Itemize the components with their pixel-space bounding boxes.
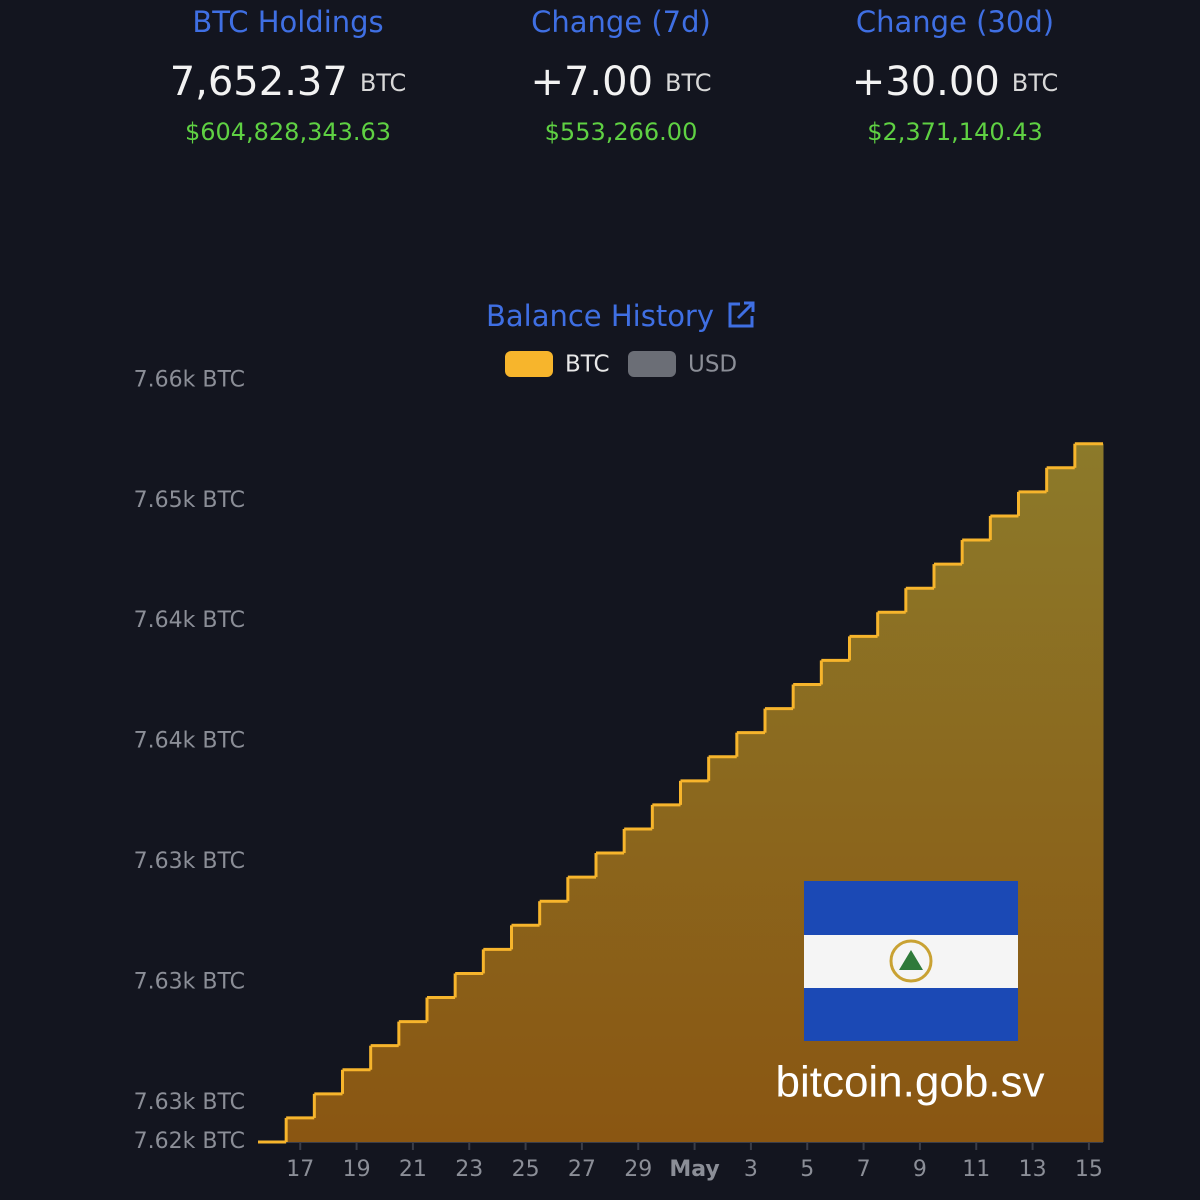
area-step [652,804,681,1142]
area-step [539,901,569,1142]
x-tick-label: 3 [744,1157,758,1182]
y-tick-label: 7.64k BTC [134,608,245,633]
x-tick-label: 5 [800,1157,814,1182]
unit: BTC [360,69,406,97]
area-step [427,997,456,1142]
area-step [596,853,625,1142]
stat-amount: 7,652.37 BTC [170,59,407,105]
stat-usd: $553,266.00 [545,118,698,146]
area-step [708,756,738,1142]
area-step [567,877,597,1142]
x-tick-label: 13 [1019,1157,1047,1182]
x-tick-label: 19 [343,1157,371,1182]
watermark: bitcoin.gob.sv [775,1058,1044,1107]
x-tick-label: 11 [962,1157,990,1182]
area-step [1046,467,1076,1142]
x-tick-label: 9 [913,1157,927,1182]
area-step [342,1069,372,1142]
x-tick-label: May [669,1157,719,1182]
stats-row: BTC Holdings 7,652.37 BTC $604,828,343.63 Ch… [170,5,1059,146]
amount: 7,652.37 [170,59,348,105]
amount: +30.00 [852,59,1000,105]
x-tick-label: 27 [568,1157,596,1182]
legend-swatch[interactable] [628,351,676,377]
external-link-icon[interactable] [728,301,755,328]
area-step [990,515,1019,1142]
area-step [314,1093,343,1142]
x-tick-label: 7 [857,1157,871,1182]
y-tick-label: 7.65k BTC [134,488,245,513]
x-tick-label: 15 [1075,1157,1103,1182]
stat-amount: +30.00 BTC [852,59,1059,105]
unit: BTC [665,69,711,97]
area-step [624,828,653,1142]
y-tick-label: 7.64k BTC [134,729,245,754]
legend-label[interactable]: USD [688,352,737,378]
legend-swatch[interactable] [505,351,553,377]
x-tick-label: 29 [624,1157,652,1182]
amount: +7.00 [530,59,653,105]
stat-amount: +7.00 BTC [530,59,711,105]
stat-usd: $2,371,140.43 [867,118,1043,146]
unit: BTC [1012,69,1058,97]
y-tick-label: 7.63k BTC [134,849,245,874]
area-step [962,540,991,1142]
area-step [905,588,935,1142]
area-step [370,1045,400,1142]
area-step [1018,491,1048,1142]
area-step [765,708,794,1142]
legend-label[interactable]: BTC [565,352,610,378]
area-step [286,1117,315,1142]
stat-usd: $604,828,343.63 [185,118,391,146]
area-step [680,780,710,1142]
area-step [455,973,484,1142]
plot-area: 7.62k BTC 7.63k BTC 7.63k BTC 7.63k BTC 7.64… [134,367,1104,1182]
y-tick-label: 7.66k BTC [134,367,245,392]
x-tick-label: 17 [286,1157,314,1182]
stat-label: Change (30d) [856,5,1054,39]
x-tick-label: 23 [455,1157,483,1182]
area-step [934,564,963,1142]
area-step [511,925,541,1142]
area-step [483,949,512,1142]
y-tick-label: 7.63k BTC [134,1090,245,1115]
area-step [1074,443,1104,1142]
x-tick-label: 25 [512,1157,540,1182]
chart-title[interactable]: Balance History [486,299,714,333]
area-step [736,732,766,1142]
flag [804,881,1018,1041]
x-tick-label: 21 [399,1157,427,1182]
stat-label: Change (7d) [531,5,711,39]
y-tick-label: 7.63k BTC [134,969,245,994]
y-tick-label: 7.62k BTC [134,1129,245,1154]
area-step [398,1021,428,1142]
area-step [877,612,907,1142]
stat-label: BTC Holdings [192,5,383,39]
